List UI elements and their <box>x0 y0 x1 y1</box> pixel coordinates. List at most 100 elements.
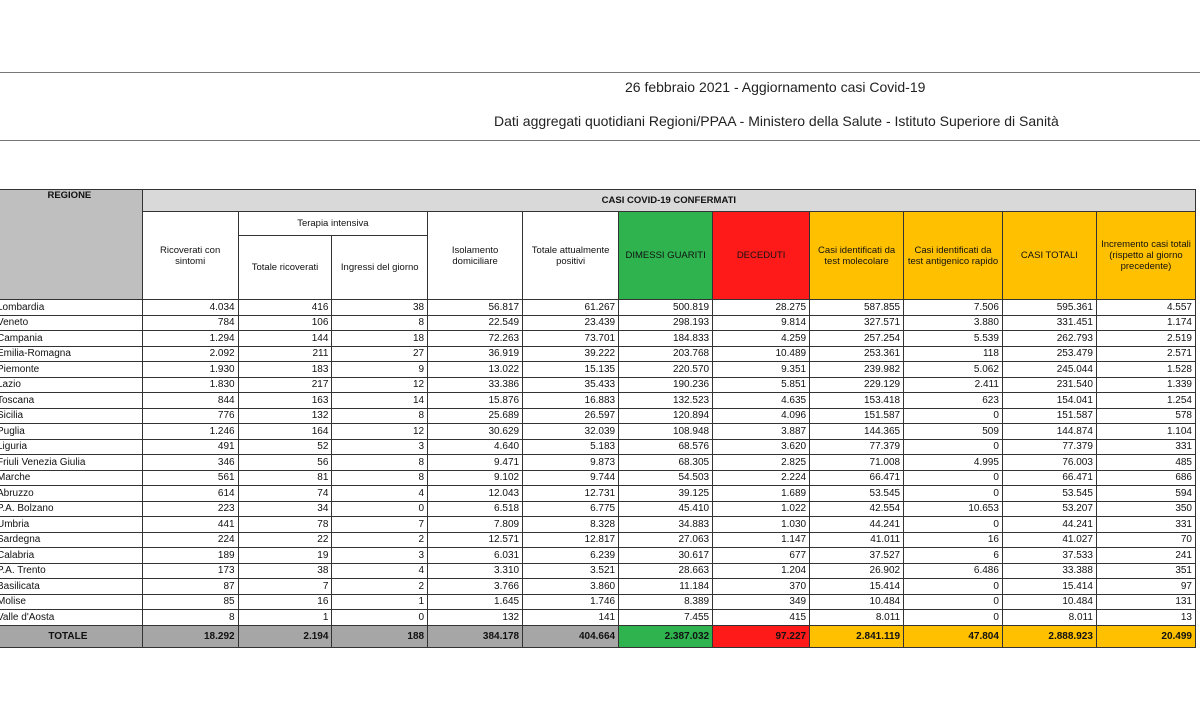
cell: 27 <box>331 345 429 362</box>
cell: 52 <box>237 438 333 455</box>
cell: 108.948 <box>618 423 714 440</box>
cell: 12.571 <box>427 531 524 548</box>
cell: 70 <box>1095 531 1197 548</box>
cell: 349 <box>712 593 811 610</box>
cell: 44.241 <box>809 516 905 533</box>
cell: 1.204 <box>712 562 811 579</box>
cell: 1.022 <box>712 500 811 517</box>
cell: 10.489 <box>712 345 811 362</box>
cell: 61.267 <box>522 299 620 316</box>
cell: 34.883 <box>618 516 714 533</box>
cell: 131 <box>1095 593 1197 610</box>
cell: 15.876 <box>427 392 524 409</box>
cell: 183 <box>237 361 333 378</box>
region-name: Abruzzo <box>0 485 143 502</box>
region-name: Marche <box>0 469 143 486</box>
cell: 9 <box>331 361 429 378</box>
cell: 10.484 <box>809 593 905 610</box>
cell: 7 <box>331 516 429 533</box>
cell: 220.570 <box>618 361 714 378</box>
cell: 85 <box>141 593 239 610</box>
cell: 37.527 <box>809 547 905 564</box>
cell: 9.351 <box>712 361 811 378</box>
cell: 2.519 <box>1095 330 1197 347</box>
column-header: DECEDUTI <box>712 211 811 300</box>
data-row: Marche 561 81 8 9.102 9.744 54.503 2.224 66.471 0… <box>0 469 1197 486</box>
subgroup-header: Terapia intensiva <box>237 211 429 236</box>
cell: 441 <box>141 516 239 533</box>
cell: 1.339 <box>1095 376 1197 393</box>
cell: 3.887 <box>712 423 811 440</box>
region-name: Umbria <box>0 516 143 533</box>
data-row: Umbria 441 78 7 7.809 8.328 34.883 1.030 44.241 0… <box>0 516 1197 533</box>
data-row: Toscana 844 163 14 15.876 16.883 132.523 4.635 1… <box>0 392 1197 409</box>
region-name: Liguria <box>0 438 143 455</box>
cell: 4.034 <box>141 299 239 316</box>
cell: 42.554 <box>809 500 905 517</box>
cell: 120.894 <box>618 407 714 424</box>
region-name: Sardegna <box>0 531 143 548</box>
cell: 1.294 <box>141 330 239 347</box>
cell: 0 <box>903 438 1003 455</box>
cell: 3.620 <box>712 438 811 455</box>
total-cell: 2.841.119 <box>809 624 905 648</box>
cell: 189 <box>141 547 239 564</box>
region-name: Veneto <box>0 314 143 331</box>
cell: 78 <box>237 516 333 533</box>
cell: 3.766 <box>427 578 524 595</box>
cell: 8 <box>141 609 239 626</box>
total-cell: 404.664 <box>522 624 620 648</box>
cell: 5.851 <box>712 376 811 393</box>
data-row: P.A. Bolzano 223 34 0 6.518 6.775 45.410 1.022 4… <box>0 500 1197 517</box>
cell: 1.930 <box>141 361 239 378</box>
data-row: Friuli Venezia Giulia 346 56 8 9.471 9.873 68.… <box>0 454 1197 471</box>
cell: 245.044 <box>1001 361 1097 378</box>
cell: 2.092 <box>141 345 239 362</box>
cell: 15.414 <box>809 578 905 595</box>
region-name: Piemonte <box>0 361 143 378</box>
cell: 118 <box>903 345 1003 362</box>
region-name: Calabria <box>0 547 143 564</box>
cell: 7 <box>237 578 333 595</box>
cell: 0 <box>903 609 1003 626</box>
cell: 1.830 <box>141 376 239 393</box>
cell: 1.645 <box>427 593 524 610</box>
cell: 6.031 <box>427 547 524 564</box>
cell: 144.874 <box>1001 423 1097 440</box>
cell: 0 <box>903 578 1003 595</box>
column-header: REGIONE <box>0 189 143 300</box>
cell: 224 <box>141 531 239 548</box>
cell: 4.557 <box>1095 299 1197 316</box>
subtitle: Dati aggregati quotidiani Regioni/PPAA -… <box>494 113 1059 129</box>
group-header: CASI COVID-19 CONFERMATI <box>141 189 1197 212</box>
cell: 97 <box>1095 578 1197 595</box>
region-name: Campania <box>0 330 143 347</box>
header-row: Totale ricoverati Ingressi del giorno <box>0 235 1196 300</box>
cell: 37.533 <box>1001 547 1097 564</box>
region-name: Lazio <box>0 376 143 393</box>
cell: 331 <box>1095 438 1197 455</box>
table: REGIONE CASI COVID-19 CONFERMATI Ricoverat… <box>0 189 1197 648</box>
cell: 53.545 <box>809 485 905 502</box>
cell: 28.275 <box>712 299 811 316</box>
rule <box>0 72 1200 73</box>
cell: 34 <box>237 500 333 517</box>
region-name: Toscana <box>0 392 143 409</box>
column-header: Casi identificati da test antigenico rap… <box>903 211 1003 300</box>
cell: 23.439 <box>522 314 620 331</box>
total-row: TOTALE 18.292 2.194 188 384.178 404.664 2.387.… <box>0 624 1197 648</box>
cell: 6.775 <box>522 500 620 517</box>
cell: 784 <box>141 314 239 331</box>
cell: 12 <box>331 423 429 440</box>
cell: 36.919 <box>427 345 524 362</box>
cell: 253.479 <box>1001 345 1097 362</box>
cell: 253.361 <box>809 345 905 362</box>
cell: 66.471 <box>1001 469 1097 486</box>
cell: 76.003 <box>1001 454 1097 471</box>
cell: 485 <box>1095 454 1197 471</box>
cell: 0 <box>903 407 1003 424</box>
cell: 239.982 <box>809 361 905 378</box>
cell: 0 <box>331 609 429 626</box>
data-row: Puglia1.2461641230.62932.039108.9483.887… <box>0 423 1197 440</box>
column-header: DIMESSI GUARITI <box>618 211 714 300</box>
